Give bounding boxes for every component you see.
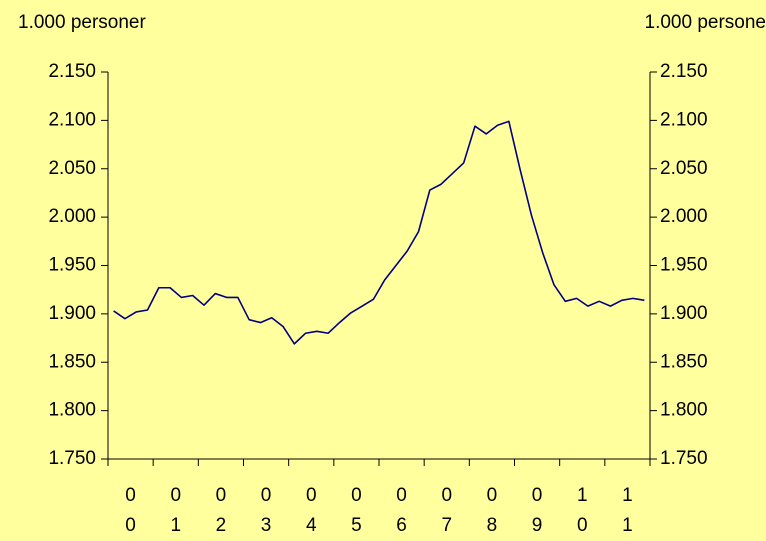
y-tick-label: 2.000	[48, 206, 96, 227]
y-tick-label: 1.950	[48, 255, 96, 276]
y-tick-label: 2.100	[48, 109, 96, 130]
y-tick-label: 1.750	[48, 448, 96, 469]
y-tick-label: 1.850	[48, 351, 96, 372]
y-axis-title: 1.000 personer	[18, 12, 146, 33]
y2-tick-label: 1.800	[660, 400, 708, 421]
y-tick-label: 1.900	[48, 303, 96, 324]
y-tick-label: 1.800	[48, 400, 96, 421]
y2-axis-title: 1.000 persone	[645, 12, 766, 33]
y-tick-label: 2.150	[48, 61, 96, 82]
y2-tick-label: 2.100	[660, 109, 708, 130]
y2-tick-label: 1.950	[660, 255, 708, 276]
y2-tick-label: 1.750	[660, 448, 708, 469]
y2-tick-label: 2.150	[660, 61, 708, 82]
y-tick-label: 2.050	[48, 158, 96, 179]
y2-tick-label: 1.850	[660, 351, 708, 372]
y2-tick-label: 2.050	[660, 158, 708, 179]
y2-tick-label: 2.000	[660, 206, 708, 227]
y2-tick-label: 1.900	[660, 303, 708, 324]
data-line	[113, 120, 645, 345]
